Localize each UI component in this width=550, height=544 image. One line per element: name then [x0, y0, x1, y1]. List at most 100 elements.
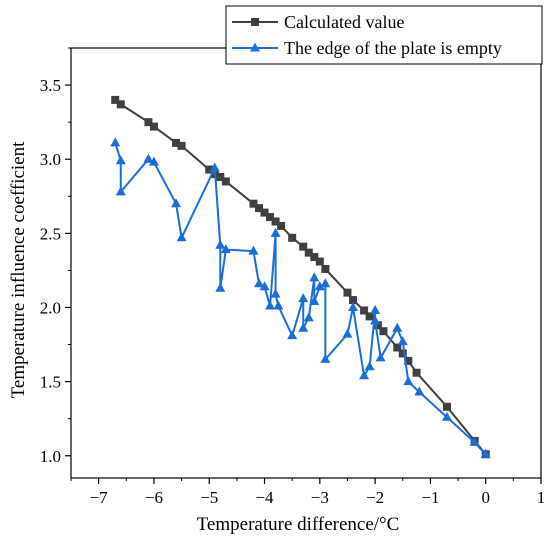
y-tick-label: 2.0 — [40, 298, 61, 317]
data-point — [299, 242, 308, 251]
data-point — [143, 153, 154, 163]
legend-marker — [251, 18, 259, 26]
data-point — [116, 100, 125, 109]
data-point — [393, 343, 402, 352]
data-point — [443, 402, 451, 411]
data-point — [310, 253, 319, 262]
legend-box — [225, 5, 543, 65]
data-point — [277, 221, 286, 230]
x-tick-label: −2 — [366, 488, 384, 507]
x-tick-label: −7 — [90, 488, 109, 507]
data-point — [111, 95, 120, 104]
data-point — [115, 155, 126, 165]
data-point — [403, 376, 414, 386]
y-tick-label: 3.5 — [40, 76, 61, 95]
data-point — [288, 233, 297, 242]
data-point — [209, 162, 220, 172]
data-point — [348, 301, 358, 311]
data-point — [343, 288, 352, 297]
data-point — [216, 173, 225, 181]
data-point — [359, 370, 370, 380]
data-point — [148, 156, 159, 166]
data-point — [379, 327, 388, 336]
y-axis-title: Temperature influence coefficient — [8, 141, 29, 399]
data-point — [342, 328, 353, 338]
data-point — [320, 278, 331, 288]
data-point — [172, 138, 181, 147]
data-point — [375, 352, 386, 362]
legend-marker — [250, 42, 260, 52]
legend-label: Calculated value — [284, 12, 404, 32]
series-2 — [110, 137, 491, 458]
data-point — [321, 264, 330, 273]
x-tick-label: −6 — [145, 488, 163, 507]
data-point — [303, 312, 314, 322]
series-layer — [110, 95, 491, 459]
data-point — [370, 315, 381, 325]
data-point — [221, 177, 230, 186]
data-point — [360, 306, 369, 315]
data-point — [215, 239, 226, 249]
data-point — [260, 208, 269, 217]
data-point — [364, 361, 375, 371]
data-point — [349, 296, 357, 305]
y-tick-label: 1.5 — [40, 373, 61, 392]
legend: Calculated value The edge of the plate is… — [225, 5, 543, 65]
data-point — [110, 137, 121, 147]
data-point — [365, 312, 374, 321]
data-point — [398, 349, 407, 358]
data-point — [287, 330, 298, 340]
x-tick-label: −3 — [311, 488, 329, 507]
data-point — [115, 186, 126, 196]
axes-layer: −7 −6 −5 −4 −3 −2 −1 0 1 1.0 1.5 2.0 2.5 3.0 3.5 — [40, 47, 546, 507]
data-point — [320, 353, 331, 363]
data-point — [442, 411, 452, 421]
data-point — [298, 293, 309, 303]
plot-frame — [70, 47, 542, 479]
data-point — [254, 278, 264, 288]
data-point — [314, 281, 325, 291]
data-point — [469, 436, 480, 446]
data-point — [309, 296, 320, 306]
data-point — [397, 336, 408, 346]
data-point — [205, 165, 214, 174]
data-point — [266, 213, 275, 222]
data-point — [259, 281, 270, 291]
data-point — [373, 321, 382, 330]
x-tick-label: −1 — [421, 488, 439, 507]
x-tick-label: 0 — [481, 488, 490, 507]
data-point — [392, 322, 403, 332]
data-point — [144, 118, 153, 127]
data-point — [248, 245, 259, 255]
data-point — [273, 300, 284, 310]
data-point — [412, 368, 421, 377]
data-point — [249, 199, 258, 208]
data-point — [176, 232, 187, 242]
data-point — [370, 304, 381, 314]
data-point — [271, 217, 280, 226]
data-point — [304, 248, 313, 257]
x-tick-label: −4 — [255, 488, 274, 507]
data-point — [270, 227, 281, 237]
x-axis-title: Temperature difference/°C — [197, 514, 400, 535]
data-point — [149, 122, 158, 131]
data-point — [270, 288, 281, 298]
data-point — [171, 198, 182, 208]
data-point — [414, 386, 425, 396]
data-point — [480, 448, 491, 458]
data-point — [265, 300, 276, 310]
data-point — [315, 257, 324, 266]
data-point — [404, 356, 413, 365]
data-point — [215, 282, 226, 292]
y-tick-label: 1.0 — [40, 447, 61, 466]
data-point — [177, 141, 186, 150]
data-point — [298, 322, 309, 332]
y-tick-label: 2.5 — [40, 224, 61, 243]
legend-label: The edge of the plate is empty — [284, 38, 502, 58]
x-tick-label: −5 — [200, 488, 218, 507]
data-point — [220, 244, 231, 254]
x-tick-label: 1 — [537, 488, 546, 507]
data-point — [255, 204, 263, 213]
data-point — [309, 272, 320, 282]
